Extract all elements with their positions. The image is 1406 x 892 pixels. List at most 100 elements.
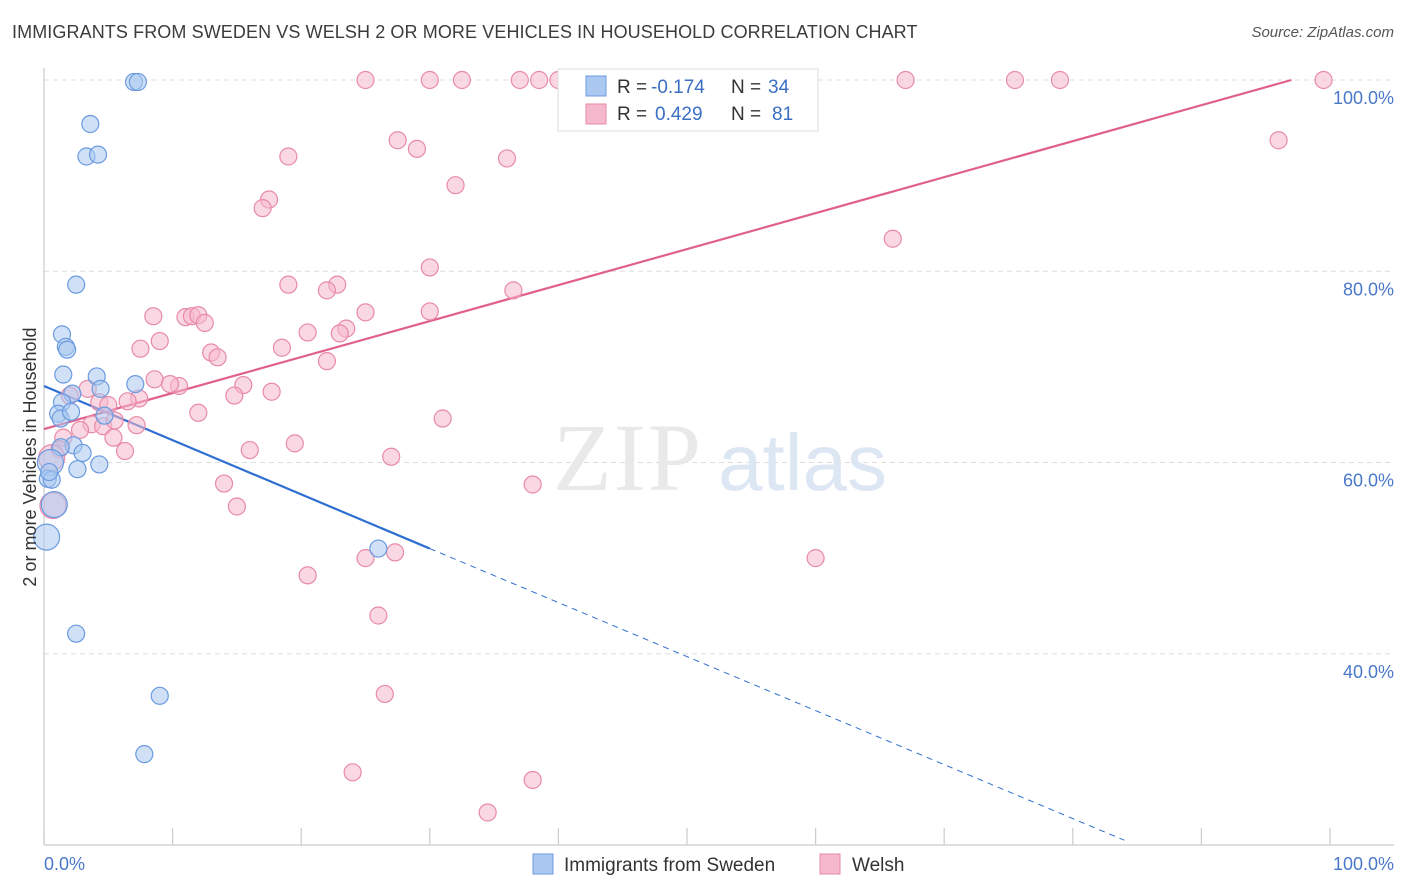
x-axis-ticks	[43, 828, 1331, 845]
welsh-point	[356, 549, 375, 568]
welsh-point	[272, 338, 292, 357]
sweden-point	[67, 624, 86, 643]
welsh-point	[279, 147, 298, 166]
legend-r-label-welsh: R =	[617, 104, 647, 125]
welsh-point	[420, 70, 439, 90]
y-tick-label: 100.0%	[1333, 88, 1394, 108]
welsh-trend-line	[43, 78, 1292, 431]
sweden-point	[150, 686, 169, 705]
series-legend: Immigrants from Sweden Welsh	[532, 853, 904, 876]
welsh-point	[298, 566, 317, 585]
welsh-point	[510, 70, 529, 90]
sweden-point	[135, 745, 154, 764]
chart-title: IMMIGRANTS FROM SWEDEN VS WELSH 2 OR MOR…	[12, 22, 918, 42]
welsh-point	[240, 440, 259, 460]
welsh-point	[497, 149, 517, 168]
legend-swatch-sweden	[585, 75, 607, 97]
sweden-point	[88, 145, 108, 164]
sweden-point	[32, 523, 61, 551]
legend-n-value-sweden: 34	[768, 77, 790, 98]
welsh-point	[70, 420, 90, 440]
welsh-point	[214, 474, 234, 493]
welsh-point	[317, 281, 337, 300]
sweden-point	[126, 374, 145, 394]
welsh-point	[298, 323, 317, 342]
welsh-point	[896, 70, 915, 90]
welsh-point	[330, 324, 349, 343]
welsh-point	[189, 403, 208, 422]
sweden-trend-extension	[429, 548, 1125, 841]
chart-source: Source: ZipAtlas.com	[1251, 24, 1394, 41]
legend-swatch-welsh	[585, 103, 607, 125]
welsh-point	[530, 70, 549, 90]
welsh-point	[145, 370, 164, 389]
welsh-point	[446, 176, 465, 195]
welsh-point	[225, 386, 244, 405]
y-tick-labels: 40.0% 60.0% 80.0% 100.0%	[1333, 88, 1394, 682]
y-tick-label: 80.0%	[1343, 279, 1394, 299]
bottom-legend-label-welsh: Welsh	[852, 855, 904, 876]
sweden-point	[54, 365, 73, 384]
welsh-point	[1314, 70, 1333, 90]
sweden-point	[95, 406, 114, 425]
welsh-point	[382, 447, 401, 466]
welsh-point	[1050, 70, 1070, 90]
sweden-points	[32, 72, 388, 764]
welsh-point	[385, 543, 405, 562]
welsh-point	[504, 281, 523, 300]
welsh-point	[227, 497, 246, 516]
welsh-point	[356, 70, 375, 90]
welsh-point	[253, 199, 272, 218]
welsh-point	[150, 331, 169, 351]
legend-n-value-welsh: 81	[772, 104, 793, 125]
x-tick-label-min: 0.0%	[44, 854, 85, 874]
y-tick-label: 60.0%	[1343, 471, 1394, 491]
welsh-point	[523, 475, 542, 494]
sweden-point	[81, 114, 100, 134]
gridlines	[44, 79, 1394, 655]
welsh-point	[285, 434, 304, 453]
welsh-point	[420, 258, 439, 277]
sweden-point	[61, 402, 81, 421]
bottom-legend-label-sweden: Immigrants from Sweden	[564, 855, 775, 876]
legend-n-label-welsh: N =	[731, 104, 761, 125]
legend-r-label-sweden: R =	[617, 77, 647, 98]
welsh-point	[388, 131, 407, 150]
legend-r-value-welsh: 0.429	[655, 104, 703, 125]
welsh-point	[1005, 70, 1025, 90]
sweden-point	[128, 72, 147, 92]
legend-r-value-sweden: -0.174	[651, 77, 705, 98]
welsh-point	[104, 428, 123, 447]
welsh-point	[356, 303, 375, 322]
welsh-point	[523, 770, 542, 790]
sweden-point	[91, 379, 110, 398]
welsh-point	[127, 416, 146, 435]
welsh-point	[407, 139, 427, 158]
welsh-point	[131, 339, 150, 358]
welsh-point	[433, 409, 452, 428]
welsh-point	[118, 392, 137, 411]
welsh-point	[144, 307, 163, 326]
correlation-legend: R = -0.174 N = 34 R = 0.429 N = 81	[557, 68, 819, 132]
welsh-point	[343, 763, 362, 782]
welsh-point	[452, 70, 472, 90]
welsh-point	[208, 348, 227, 367]
y-axis-title: 2 or more Vehicles in Household	[20, 327, 40, 586]
welsh-point	[195, 313, 214, 332]
welsh-point	[806, 549, 825, 568]
welsh-point	[369, 606, 388, 625]
sweden-point	[40, 462, 59, 482]
welsh-point	[115, 441, 135, 461]
welsh-point	[160, 374, 180, 394]
watermark-atlas: atlas	[718, 418, 887, 507]
x-tick-label-max: 100.0%	[1333, 854, 1394, 874]
welsh-point	[262, 382, 281, 401]
welsh-point	[420, 302, 439, 321]
sweden-point	[369, 539, 388, 558]
sweden-point	[58, 340, 77, 359]
welsh-point	[1269, 131, 1288, 150]
bottom-legend-swatch-sweden	[532, 853, 554, 875]
sweden-point	[73, 443, 92, 463]
sweden-point	[67, 275, 86, 294]
